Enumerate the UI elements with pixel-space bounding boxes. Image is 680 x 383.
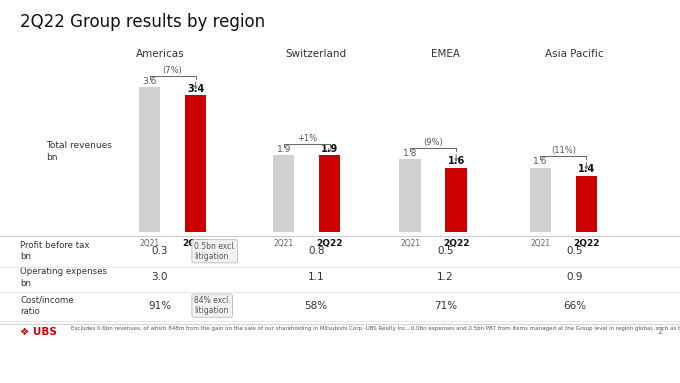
Bar [319, 155, 341, 232]
Bar [576, 175, 597, 232]
Text: 0.5: 0.5 [566, 246, 583, 256]
Text: (11%): (11%) [551, 146, 576, 155]
Text: ❖ UBS: ❖ UBS [20, 327, 57, 337]
Text: Asia Pacific: Asia Pacific [545, 49, 604, 59]
Text: 0.5bn excl.
litigation: 0.5bn excl. litigation [194, 242, 236, 261]
Text: 3.4: 3.4 [187, 84, 204, 94]
Text: 91%: 91% [148, 301, 171, 311]
Text: EMEA: EMEA [431, 49, 460, 59]
Text: (9%): (9%) [423, 138, 443, 147]
Text: Operating expenses
bn: Operating expenses bn [20, 267, 107, 288]
Text: 1.6: 1.6 [533, 157, 547, 166]
Text: 2: 2 [658, 327, 663, 336]
Text: 1.2: 1.2 [437, 272, 454, 283]
Text: 1.9: 1.9 [321, 144, 339, 154]
Text: 0.9: 0.9 [566, 272, 583, 283]
Text: 3.0: 3.0 [152, 272, 168, 283]
Text: +1%: +1% [296, 134, 317, 143]
Text: Americas: Americas [135, 49, 184, 59]
Text: Cost/income
ratio: Cost/income ratio [20, 296, 74, 316]
Text: 0.5: 0.5 [437, 246, 454, 256]
Text: Switzerland: Switzerland [286, 49, 347, 59]
Text: 58%: 58% [305, 301, 328, 311]
Text: 2Q22: 2Q22 [443, 239, 469, 248]
Bar [185, 95, 207, 232]
Text: Total revenues
bn: Total revenues bn [46, 141, 112, 162]
Text: 2Q22: 2Q22 [182, 239, 209, 248]
Text: 0.8: 0.8 [308, 246, 324, 256]
Text: 1.1: 1.1 [308, 272, 324, 283]
Bar [530, 167, 551, 232]
Text: 2Q22 Group results by region: 2Q22 Group results by region [20, 13, 265, 31]
Text: 1.6: 1.6 [447, 156, 464, 166]
Bar [139, 87, 160, 232]
Text: 2Q21: 2Q21 [400, 239, 420, 248]
Text: 2Q22: 2Q22 [573, 239, 600, 248]
Bar [399, 159, 421, 232]
Text: 2Q22: 2Q22 [316, 239, 343, 248]
Text: 84% excl.
litigation: 84% excl. litigation [194, 296, 231, 315]
Text: 2Q21: 2Q21 [274, 239, 294, 248]
Text: 66%: 66% [563, 301, 586, 311]
Text: 0.3: 0.3 [152, 246, 168, 256]
Bar [273, 155, 294, 232]
Text: 2Q21: 2Q21 [139, 239, 160, 248]
Bar [445, 167, 467, 232]
Text: 1.8: 1.8 [403, 149, 418, 158]
Text: 1.4: 1.4 [578, 164, 595, 174]
Text: 71%: 71% [434, 301, 457, 311]
Text: 2Q21: 2Q21 [530, 239, 551, 248]
Text: Excludes 0.6bn revenues, of which 848m from the gain on the sale of our sharehol: Excludes 0.6bn revenues, of which 848m f… [71, 326, 680, 331]
Text: (7%): (7%) [163, 66, 183, 75]
Text: Profit before tax
bn: Profit before tax bn [20, 241, 90, 261]
Text: 1.9: 1.9 [277, 145, 291, 154]
Text: 3.6: 3.6 [143, 77, 157, 86]
